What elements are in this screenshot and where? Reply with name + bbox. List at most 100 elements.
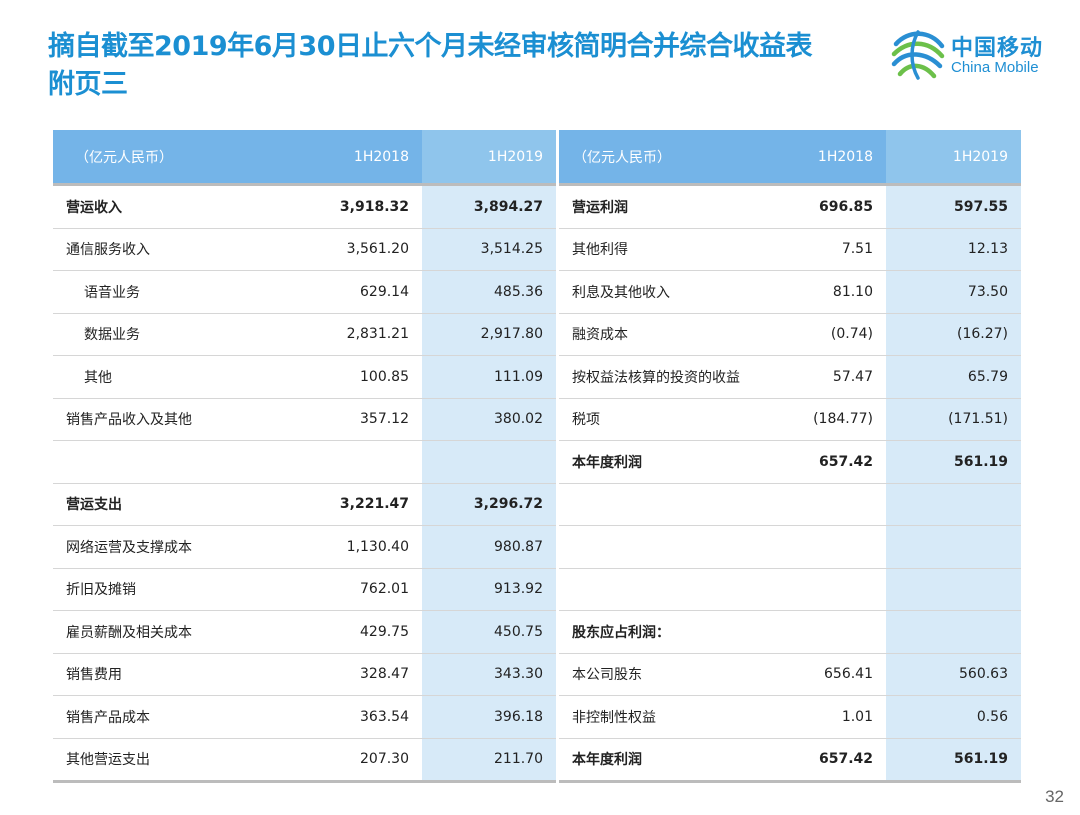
row-label: 股东应占利润： [559,610,793,654]
header-1h2019: 1H2019 [886,130,1021,186]
page-number: 32 [1045,787,1064,806]
header-unit: （亿元人民币） [53,130,287,186]
value-1h2018: 429.75 [287,610,422,654]
row-label: 本公司股东 [559,653,793,696]
row-label: 网络运营及支撑成本 [53,525,287,569]
china-mobile-logo: 中国移动 China Mobile [888,24,1058,84]
table-row: 营运收入 3,918.32 3,894.27 [53,184,556,229]
value-1h2018: 1,130.40 [287,525,422,569]
table-row: 雇员薪酬及相关成本 429.75 450.75 [53,610,556,654]
value-1h2019: 211.70 [422,738,556,783]
table-row: 按权益法核算的投资的收益 57.47 65.79 [559,355,1021,399]
china-mobile-logo-icon [891,30,945,80]
header-unit: （亿元人民币） [559,130,793,186]
value-1h2018: 363.54 [287,695,422,739]
row-label: 其他营运支出 [53,738,287,783]
page-title: 摘自截至2019年6月30日止六个月未经审核简明合并综合收益表 附页三 [48,28,888,104]
value-1h2019 [886,568,1021,611]
row-label: 其他利得 [559,228,793,271]
table-row: 折旧及摊销 762.01 913.92 [53,568,556,611]
table-header-row: （亿元人民币） 1H2018 1H2019 [559,130,1021,186]
row-label: 营运收入 [53,184,287,229]
header-1h2018: 1H2018 [793,130,886,186]
table-row: 销售产品成本 363.54 396.18 [53,695,556,739]
row-label: 融资成本 [559,313,793,356]
value-1h2019: 560.63 [886,653,1021,696]
value-1h2018: 2,831.21 [287,313,422,356]
value-1h2018: 762.01 [287,568,422,611]
value-1h2019: 2,917.80 [422,313,556,356]
value-1h2018: 207.30 [287,738,422,783]
table-row: 语音业务 629.14 485.36 [53,270,556,314]
value-1h2018: 7.51 [793,228,886,271]
table-row: 股东应占利润： [559,610,1021,654]
table-header-row: （亿元人民币） 1H2018 1H2019 [53,130,556,186]
value-1h2019: 73.50 [886,270,1021,314]
value-1h2018 [793,568,886,611]
table-row: 营运利润 696.85 597.55 [559,184,1021,229]
row-label: 本年度利润 [559,738,793,783]
table-row: 数据业务 2,831.21 2,917.80 [53,313,556,356]
value-1h2018: 629.14 [287,270,422,314]
value-1h2018: 357.12 [287,398,422,441]
row-label: 销售产品成本 [53,695,287,739]
value-1h2019: 65.79 [886,355,1021,399]
header-1h2018: 1H2018 [287,130,422,186]
value-1h2018: 3,221.47 [287,483,422,526]
value-1h2019: 380.02 [422,398,556,441]
value-1h2019: 12.13 [886,228,1021,271]
table-row: 本年度利润 657.42 561.19 [559,738,1021,783]
value-1h2018: (0.74) [793,313,886,356]
title-line-1: 摘自截至2019年6月30日止六个月未经审核简明合并综合收益表 [48,31,813,62]
table-row: 销售产品收入及其他 357.12 380.02 [53,398,556,441]
table-row: 其他营运支出 207.30 211.70 [53,738,556,783]
row-label: 其他 [53,355,287,399]
value-1h2019 [886,483,1021,526]
row-label: 营运支出 [53,483,287,526]
row-label: 税项 [559,398,793,441]
table-row: 通信服务收入 3,561.20 3,514.25 [53,228,556,271]
row-label [559,483,793,526]
value-1h2019: 450.75 [422,610,556,654]
title-line-2: 附页三 [48,69,128,100]
value-1h2019: 3,514.25 [422,228,556,271]
table-row: 本年度利润 657.42 561.19 [559,440,1021,484]
value-1h2018: 1.01 [793,695,886,739]
value-1h2019: 980.87 [422,525,556,569]
value-1h2018: 657.42 [793,738,886,783]
value-1h2018: 57.47 [793,355,886,399]
row-label [559,568,793,611]
table-row: 其他 100.85 111.09 [53,355,556,399]
profit-table: （亿元人民币） 1H2018 1H2019 营运利润 696.85 597.55 其他… [559,130,1021,783]
table-row: 销售费用 328.47 343.30 [53,653,556,696]
row-label: 雇员薪酬及相关成本 [53,610,287,654]
row-label: 销售产品收入及其他 [53,398,287,441]
value-1h2019: 3,296.72 [422,483,556,526]
table-row: 本公司股东 656.41 560.63 [559,653,1021,696]
table-row: 融资成本 (0.74) (16.27) [559,313,1021,356]
value-1h2019 [422,440,556,484]
value-1h2019: 343.30 [422,653,556,696]
value-1h2018 [793,525,886,569]
header-1h2019: 1H2019 [422,130,556,186]
value-1h2019 [886,610,1021,654]
value-1h2018 [793,483,886,526]
revenue-expense-table: （亿元人民币） 1H2018 1H2019 营运收入 3,918.32 3,894.… [53,130,556,783]
value-1h2019: 561.19 [886,440,1021,484]
value-1h2019: 913.92 [422,568,556,611]
value-1h2018 [287,440,422,484]
table-row [53,440,556,484]
table-row: 网络运营及支撑成本 1,130.40 980.87 [53,525,556,569]
table-row: 其他利得 7.51 12.13 [559,228,1021,271]
row-label: 折旧及摊销 [53,568,287,611]
value-1h2018: (184.77) [793,398,886,441]
logo-chinese-name: 中国移动 [951,36,1044,61]
table-row [559,568,1021,611]
value-1h2018: 656.41 [793,653,886,696]
row-label: 本年度利润 [559,440,793,484]
value-1h2019: 396.18 [422,695,556,739]
value-1h2018: 3,561.20 [287,228,422,271]
row-label: 按权益法核算的投资的收益 [559,355,793,399]
value-1h2019: 111.09 [422,355,556,399]
logo-english-name: China Mobile [951,59,1039,76]
